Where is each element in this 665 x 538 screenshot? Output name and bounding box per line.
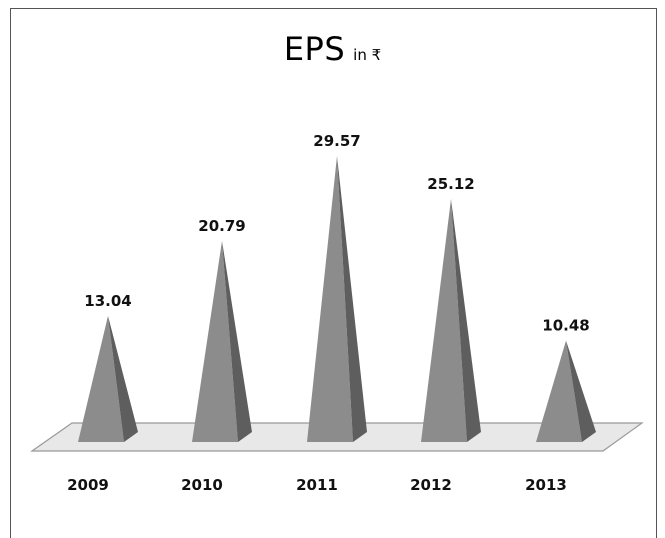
chart-title: EPS [283, 30, 346, 68]
pyramid-side-face [566, 340, 596, 442]
category-label: 2009 [67, 476, 109, 494]
pyramid-side-face [451, 199, 481, 442]
pyramid-front-face [192, 240, 238, 442]
pyramid-front-face [421, 199, 467, 442]
value-label: 13.04 [84, 292, 131, 310]
pyramid-front-face [536, 340, 582, 442]
value-label: 20.79 [198, 217, 245, 235]
pyramid-front-face [307, 156, 353, 442]
pyramid-bar-2011 [307, 156, 367, 442]
value-label: 10.48 [542, 317, 589, 335]
pyramid-bar-2013 [536, 340, 596, 442]
chart-subtitle: in ₹ [353, 46, 382, 64]
category-label: 2012 [410, 476, 452, 494]
pyramid-side-face [222, 240, 252, 442]
pyramid-front-face [78, 315, 124, 442]
pyramid-bar-2010 [192, 240, 252, 442]
pyramid-side-face [337, 156, 367, 442]
pyramid-side-face [108, 315, 138, 442]
category-label: 2013 [525, 476, 567, 494]
value-label: 29.57 [313, 132, 360, 150]
value-label: 25.12 [427, 175, 474, 193]
category-label: 2010 [181, 476, 223, 494]
category-label: 2011 [296, 476, 338, 494]
pyramid-bar-2009 [78, 315, 138, 442]
chart-title-row: EPS in ₹ [0, 30, 665, 68]
pyramid-bar-2012 [421, 199, 481, 442]
